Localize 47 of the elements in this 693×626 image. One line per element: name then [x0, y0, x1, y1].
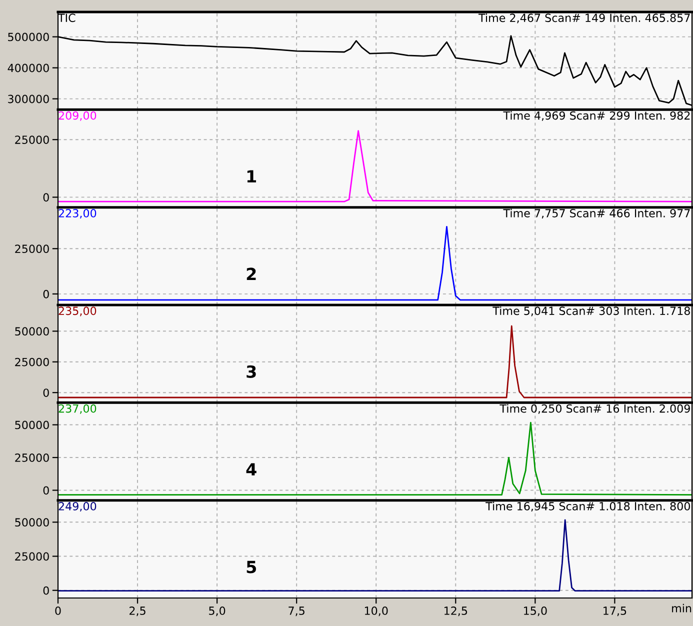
- y-tick-label: 50000: [15, 518, 49, 527]
- annotation: 2: [246, 268, 256, 280]
- y-tick-label: 0: [43, 486, 49, 495]
- annotation: Time 4,969 Scan# 299 Inten. 982: [503, 111, 690, 121]
- x-tick-label: 0: [55, 606, 61, 615]
- x-tick-label: 5,0: [209, 606, 226, 616]
- annotation: Time 2,467 Scan# 149 Inten. 465.857: [478, 13, 690, 24]
- y-tick-label: 25000: [15, 244, 49, 254]
- line-series: [58, 519, 692, 592]
- line-series: [58, 422, 692, 496]
- series-label: TIC: [58, 14, 76, 22]
- y-tick-label: 50000: [15, 420, 49, 430]
- annotation: 5: [246, 560, 256, 574]
- x-tick-label: 7,5: [288, 606, 304, 616]
- y-tick-label: 0: [43, 290, 49, 298]
- y-tick-label: 0: [43, 586, 49, 595]
- text: 237,00: [58, 404, 96, 414]
- annotation: 3: [246, 365, 256, 378]
- line-series: [58, 130, 692, 202]
- line-series: [58, 226, 692, 301]
- annotation: Time 5,041 Scan# 303 Inten. 1.718: [492, 306, 690, 316]
- text: 249,00: [58, 502, 96, 512]
- y-tick-label: 25000: [15, 453, 49, 462]
- annotation: 1: [247, 170, 256, 182]
- y-tick-label: 500000: [8, 32, 49, 42]
- text: 209,00: [58, 111, 96, 121]
- x-tick-label: 12,5: [444, 606, 468, 616]
- x-tick-label: 17,5: [604, 606, 626, 616]
- annotation: 4: [246, 463, 256, 476]
- annotation: Time 16,945 Scan# 1.018 Inten. 800: [486, 502, 690, 512]
- annotation: Time 0,250 Scan# 16 Inten. 2.009: [500, 404, 690, 414]
- y-tick-label: 25000: [15, 358, 49, 366]
- x-tick-label: 10,0: [364, 606, 388, 616]
- y-tick-label: 25000: [15, 136, 49, 144]
- text: 235,00: [58, 306, 96, 316]
- line-series: [58, 325, 692, 398]
- x-axis-title: min: [672, 604, 692, 612]
- y-tick-label: 0: [43, 193, 49, 202]
- annotation: Time 7,757 Scan# 466 Inten. 977: [503, 208, 690, 219]
- x-tick-label: 15,0: [524, 606, 547, 616]
- x-tick-label: 2,5: [130, 606, 146, 616]
- text: 223,00: [58, 208, 96, 219]
- y-tick-label: 0: [43, 388, 49, 397]
- y-tick-label: 50000: [15, 327, 49, 336]
- y-tick-label: 300000: [8, 94, 49, 104]
- y-tick-label: 400000: [8, 64, 49, 72]
- y-tick-label: 25000: [15, 552, 49, 561]
